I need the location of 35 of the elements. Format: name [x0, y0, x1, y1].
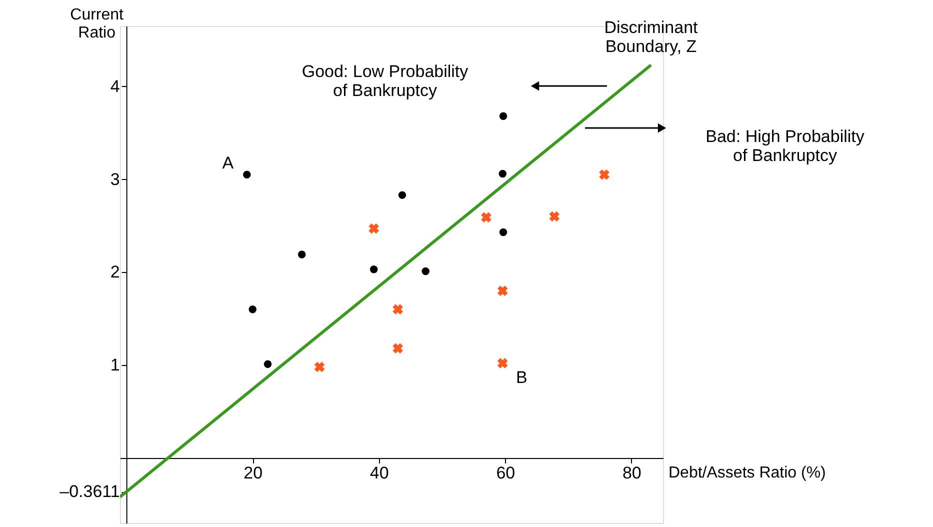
- point: [422, 267, 430, 276]
- point: [368, 223, 380, 234]
- annotation: Discriminant Boundary, Z: [604, 18, 698, 56]
- y-tick-label: 4: [110, 76, 120, 96]
- point: [243, 170, 251, 178]
- x-tick-label: 80: [622, 463, 642, 482]
- point: [549, 211, 560, 222]
- text: Bad: High Probability of Bankruptcy: [706, 127, 865, 165]
- point: [248, 305, 256, 314]
- point: [392, 304, 404, 315]
- point: [599, 169, 610, 180]
- x-tick-label: 40: [370, 463, 389, 482]
- x-tick-label: 60: [496, 463, 516, 482]
- point: [498, 170, 506, 178]
- point: [298, 250, 306, 258]
- y-tick-label: 1: [110, 356, 120, 375]
- point: [499, 112, 508, 120]
- point: [398, 191, 406, 199]
- y-tick-label: 3: [110, 170, 120, 189]
- annotation: B: [516, 368, 528, 388]
- point: [497, 358, 508, 368]
- point: [499, 228, 508, 236]
- x-tick-label: 20: [244, 463, 263, 482]
- point: [314, 362, 325, 372]
- point: [481, 212, 492, 223]
- point: [264, 360, 272, 368]
- annotation: A: [222, 154, 234, 173]
- point: [392, 343, 404, 354]
- y-tick-label: 2: [110, 262, 120, 282]
- annotation: Good: Low Probability of Bankruptcy: [302, 62, 469, 100]
- y-tick-label: –0.3611: [60, 482, 120, 502]
- point: [497, 286, 508, 296]
- point: [370, 266, 378, 274]
- y-axis-title: Current Ratio: [70, 6, 124, 42]
- x-axis-title: Debt/Assets Ratio (%): [668, 464, 826, 482]
